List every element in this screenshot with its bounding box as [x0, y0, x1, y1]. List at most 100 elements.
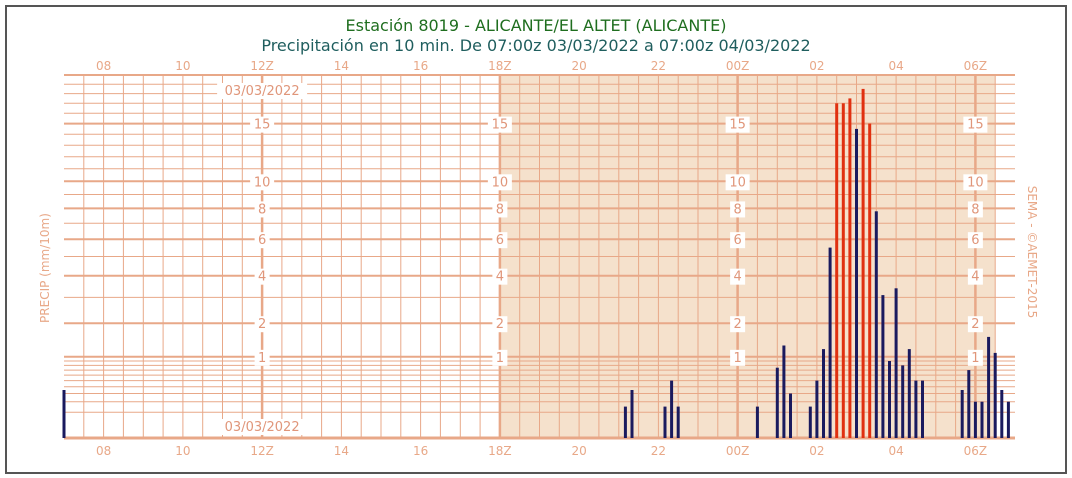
- x-tick-label-bottom: 12Z: [250, 444, 274, 458]
- y-value-label: 15: [492, 118, 509, 133]
- precip-bar: [901, 365, 905, 438]
- x-tick-label-top: 16: [413, 59, 428, 73]
- x-tick-label-bottom: 04: [888, 444, 903, 458]
- date-label-top: 03/03/2022: [225, 84, 300, 99]
- precip-bar: [835, 103, 839, 439]
- date-label-top-bg: [217, 83, 308, 99]
- y-value-label: 2: [733, 317, 741, 332]
- y-value-label: 8: [258, 202, 266, 217]
- y-axis-label: PRECIP (mm/10m): [38, 213, 52, 323]
- y-value-label-bg: [967, 316, 983, 333]
- watermark-text: SEMA - ©AEMET-2015: [1025, 186, 1039, 319]
- precip-bar: [623, 406, 627, 438]
- precip-bar: [921, 380, 924, 438]
- y-value-label-bg: [967, 232, 983, 249]
- y-value-label: 15: [967, 118, 984, 133]
- y-value-label: 10: [492, 175, 509, 190]
- precip-bar: [62, 390, 66, 438]
- y-value-label-bg: [730, 201, 746, 218]
- precip-bar: [980, 401, 984, 438]
- y-value-label-bg: [725, 116, 750, 133]
- x-tick-label-bottom: 18Z: [488, 444, 512, 458]
- y-value-label-bg: [963, 116, 988, 133]
- precip-bar: [775, 367, 779, 438]
- y-value-label-bg: [967, 201, 983, 218]
- y-value-label-bg: [730, 316, 746, 333]
- y-value-label-bg: [254, 201, 270, 218]
- chart-subtitle: Precipitación en 10 min. De 07:00z 03/03…: [261, 36, 810, 55]
- y-value-label: 15: [254, 118, 271, 133]
- y-value-label-bg: [963, 174, 988, 191]
- y-value-label-bg: [967, 268, 983, 285]
- y-value-label: 6: [971, 233, 979, 248]
- x-tick-label-top: 00Z: [726, 59, 750, 73]
- date-label-bottom: 03/03/2022: [225, 420, 300, 435]
- precip-bar: [676, 406, 680, 438]
- precip-bar: [967, 370, 971, 438]
- y-value-label: 6: [733, 233, 741, 248]
- y-value-label: 8: [971, 202, 979, 217]
- precip-bar: [670, 380, 674, 438]
- date-label-bottom-bg: [217, 419, 308, 435]
- precip-bar: [782, 345, 786, 438]
- x-tick-label-bottom: 20: [571, 444, 586, 458]
- x-tick-label-bottom: 08: [96, 444, 111, 458]
- y-value-label-bg: [492, 349, 508, 366]
- x-tick-label-top: 02: [809, 59, 824, 73]
- y-value-label-bg: [492, 201, 508, 218]
- y-value-label: 6: [258, 233, 266, 248]
- precip-bar: [868, 123, 872, 438]
- y-value-label-bg: [730, 232, 746, 249]
- y-value-label: 4: [971, 270, 979, 285]
- y-value-label-bg: [967, 349, 983, 366]
- y-value-label: 10: [967, 175, 984, 190]
- precip-bar: [808, 406, 812, 438]
- y-value-label: 15: [729, 118, 746, 133]
- precip-bar: [881, 295, 885, 438]
- precip-bar: [815, 380, 819, 438]
- y-value-label-bg: [725, 174, 750, 191]
- y-value-label: 2: [258, 317, 266, 332]
- y-value-label: 2: [971, 317, 979, 332]
- x-tick-label-top: 04: [888, 59, 903, 73]
- x-tick-label-bottom: 00Z: [726, 444, 750, 458]
- precip-bar: [630, 390, 634, 438]
- x-tick-label-top: 18Z: [488, 59, 512, 73]
- y-value-label-bg: [492, 268, 508, 285]
- chart-title: Estación 8019 - ALICANTE/EL ALTET (ALICA…: [346, 16, 727, 35]
- y-value-label: 8: [733, 202, 741, 217]
- precip-bar: [993, 352, 997, 438]
- precip-bar: [855, 128, 858, 438]
- y-value-label: 6: [496, 233, 504, 248]
- y-value-label: 10: [254, 175, 271, 190]
- y-value-label-bg: [487, 116, 512, 133]
- precip-bar: [907, 349, 911, 438]
- precip-bar: [914, 380, 918, 438]
- precip-bar: [828, 247, 832, 438]
- y-value-label-bg: [254, 232, 270, 249]
- precip-bar: [888, 361, 891, 438]
- precip-bar: [861, 88, 865, 439]
- y-value-label: 4: [496, 270, 504, 285]
- precip-bar: [841, 103, 845, 439]
- precip-bar: [894, 288, 898, 438]
- precip-bar: [822, 349, 825, 438]
- x-tick-label-bottom: 06Z: [964, 444, 988, 458]
- y-value-label: 1: [258, 351, 266, 366]
- y-value-label: 2: [496, 317, 504, 332]
- precip-bar: [960, 390, 964, 438]
- y-value-label: 4: [733, 270, 741, 285]
- x-tick-label-bottom: 10: [175, 444, 190, 458]
- x-tick-label-top: 08: [96, 59, 111, 73]
- precip-bar: [663, 406, 667, 438]
- precip-bar: [874, 211, 878, 438]
- y-value-label-bg: [487, 174, 512, 191]
- x-tick-label-top: 12Z: [250, 59, 274, 73]
- y-value-label-bg: [730, 268, 746, 285]
- y-value-label: 1: [971, 351, 979, 366]
- precip-bar: [1000, 390, 1004, 438]
- x-tick-label-top: 10: [175, 59, 190, 73]
- y-value-label: 4: [258, 270, 266, 285]
- precip-bar: [848, 98, 852, 439]
